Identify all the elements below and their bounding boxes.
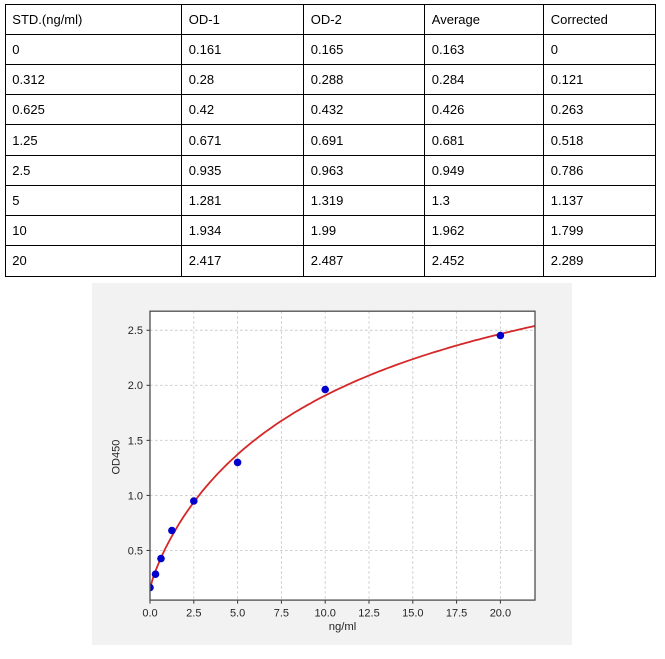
svg-text:2.5: 2.5 — [186, 607, 201, 619]
svg-text:1.0: 1.0 — [128, 490, 143, 502]
svg-text:20.0: 20.0 — [490, 607, 511, 619]
svg-text:1.5: 1.5 — [128, 435, 143, 447]
svg-text:5.0: 5.0 — [230, 607, 245, 619]
svg-text:2.0: 2.0 — [128, 380, 143, 392]
svg-text:7.5: 7.5 — [274, 607, 289, 619]
svg-text:17.5: 17.5 — [446, 607, 467, 619]
svg-text:ng/ml: ng/ml — [329, 621, 357, 633]
svg-text:OD450: OD450 — [111, 440, 123, 475]
svg-text:10.0: 10.0 — [314, 607, 335, 619]
svg-text:0.5: 0.5 — [128, 545, 143, 557]
svg-text:2.5: 2.5 — [128, 325, 143, 337]
svg-text:12.5: 12.5 — [358, 607, 379, 619]
svg-text:15.0: 15.0 — [402, 607, 423, 619]
svg-text:0.0: 0.0 — [142, 607, 157, 619]
